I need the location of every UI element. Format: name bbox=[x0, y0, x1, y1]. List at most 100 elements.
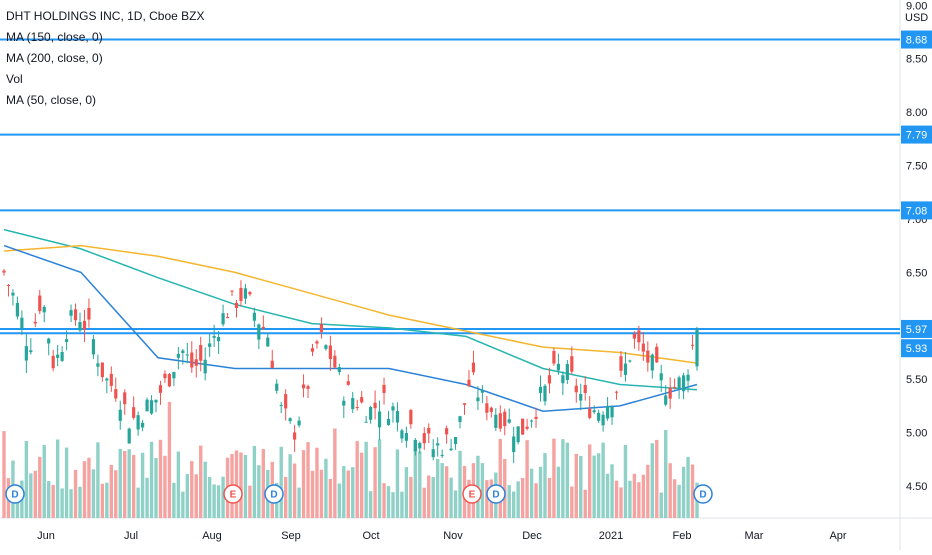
candle-body[interactable] bbox=[29, 350, 33, 353]
candle-body[interactable] bbox=[489, 407, 493, 412]
candle-body[interactable] bbox=[248, 292, 252, 295]
candle-body[interactable] bbox=[386, 418, 391, 425]
candle-body[interactable] bbox=[284, 394, 288, 409]
candle-body[interactable] bbox=[15, 302, 20, 317]
candle-body[interactable] bbox=[342, 400, 346, 406]
candle-body[interactable] bbox=[427, 427, 431, 434]
candle-body[interactable] bbox=[114, 389, 118, 399]
candle-body[interactable] bbox=[315, 341, 319, 344]
candle-body[interactable] bbox=[20, 317, 24, 329]
candle-body[interactable] bbox=[579, 394, 583, 401]
candle-body[interactable] bbox=[127, 428, 131, 444]
candle-body[interactable] bbox=[78, 322, 82, 331]
candle-body[interactable] bbox=[637, 330, 641, 343]
candle-body[interactable] bbox=[395, 411, 400, 423]
candle-body[interactable] bbox=[47, 338, 51, 344]
candle-body[interactable] bbox=[561, 375, 565, 384]
candle-body[interactable] bbox=[172, 372, 176, 379]
candle-body[interactable] bbox=[2, 270, 6, 273]
earnings-marker[interactable] bbox=[223, 484, 243, 504]
candle-body[interactable] bbox=[431, 449, 435, 458]
candle-body[interactable] bbox=[632, 333, 637, 339]
candle-body[interactable] bbox=[217, 337, 221, 342]
candle-body[interactable] bbox=[360, 397, 364, 403]
candle-body[interactable] bbox=[279, 404, 283, 406]
candle-body[interactable] bbox=[436, 443, 440, 446]
candle-body[interactable] bbox=[494, 414, 498, 428]
candle-body[interactable] bbox=[69, 310, 73, 316]
candle-body[interactable] bbox=[601, 414, 605, 426]
candle-body[interactable] bbox=[208, 343, 212, 347]
candle-body[interactable] bbox=[574, 385, 578, 393]
candle-body[interactable] bbox=[623, 363, 628, 375]
candle-body[interactable] bbox=[588, 408, 592, 418]
candle-body[interactable] bbox=[310, 348, 315, 352]
candle-body[interactable] bbox=[690, 344, 695, 346]
candle-body[interactable] bbox=[673, 387, 677, 389]
candle-body[interactable] bbox=[141, 422, 145, 428]
candle-body[interactable] bbox=[6, 285, 11, 287]
candle-body[interactable] bbox=[91, 339, 96, 355]
candle-body[interactable] bbox=[583, 385, 587, 393]
candle-body[interactable] bbox=[610, 406, 614, 418]
candle-body[interactable] bbox=[123, 392, 127, 405]
candle-body[interactable] bbox=[351, 398, 355, 410]
candle-body[interactable] bbox=[605, 405, 610, 419]
candle-body[interactable] bbox=[453, 437, 458, 444]
candle-body[interactable] bbox=[270, 360, 274, 369]
candle-body[interactable] bbox=[176, 353, 180, 358]
candle-body[interactable] bbox=[230, 290, 234, 292]
candle-body[interactable] bbox=[51, 355, 55, 369]
candle-body[interactable] bbox=[565, 364, 569, 381]
candle-body[interactable] bbox=[498, 413, 502, 429]
candle-body[interactable] bbox=[38, 295, 42, 312]
candle-body[interactable] bbox=[163, 373, 167, 379]
candle-body[interactable] bbox=[203, 359, 207, 374]
candle-body[interactable] bbox=[382, 384, 386, 393]
candle-body[interactable] bbox=[646, 350, 650, 363]
candle-body[interactable] bbox=[529, 420, 534, 422]
candle-body[interactable] bbox=[60, 352, 64, 361]
candle-body[interactable] bbox=[614, 391, 619, 393]
candle-body[interactable] bbox=[87, 307, 91, 320]
candle-body[interactable] bbox=[42, 306, 46, 313]
candle-body[interactable] bbox=[422, 433, 426, 444]
candle-body[interactable] bbox=[449, 448, 453, 451]
candle-body[interactable] bbox=[11, 292, 15, 296]
dividend-marker[interactable] bbox=[693, 484, 713, 504]
candle-body[interactable] bbox=[194, 359, 198, 366]
candle-body[interactable] bbox=[543, 385, 547, 402]
candle-body[interactable] bbox=[507, 419, 511, 423]
candle-body[interactable] bbox=[377, 411, 382, 428]
candle-body[interactable] bbox=[409, 410, 413, 425]
candle-body[interactable] bbox=[346, 381, 350, 385]
candle-body[interactable] bbox=[681, 375, 686, 392]
candle-body[interactable] bbox=[659, 373, 663, 381]
candle-body[interactable] bbox=[297, 420, 301, 426]
candle-body[interactable] bbox=[458, 416, 462, 422]
candle-body[interactable] bbox=[243, 288, 248, 299]
candle-body[interactable] bbox=[480, 390, 484, 393]
candle-body[interactable] bbox=[445, 428, 449, 435]
candle-body[interactable] bbox=[275, 383, 279, 391]
candle-body[interactable] bbox=[462, 403, 467, 405]
candle-body[interactable] bbox=[212, 336, 216, 338]
candle-body[interactable] bbox=[266, 337, 270, 347]
candle-body[interactable] bbox=[234, 302, 239, 309]
candle-body[interactable] bbox=[619, 356, 623, 371]
candle-body[interactable] bbox=[364, 421, 368, 423]
legend-vol[interactable]: Vol bbox=[6, 72, 23, 86]
candle-body[interactable] bbox=[225, 317, 230, 319]
candle-body[interactable] bbox=[552, 350, 556, 364]
candle-body[interactable] bbox=[521, 418, 525, 435]
candle-body[interactable] bbox=[597, 412, 601, 421]
candle-body[interactable] bbox=[306, 386, 310, 389]
candle-body[interactable] bbox=[100, 362, 104, 378]
candle-body[interactable] bbox=[650, 354, 654, 371]
candle-body[interactable] bbox=[686, 374, 690, 381]
candle-body[interactable] bbox=[404, 433, 408, 441]
candle-body[interactable] bbox=[570, 356, 574, 372]
candle-body[interactable] bbox=[534, 416, 538, 419]
candle-body[interactable] bbox=[677, 377, 681, 389]
